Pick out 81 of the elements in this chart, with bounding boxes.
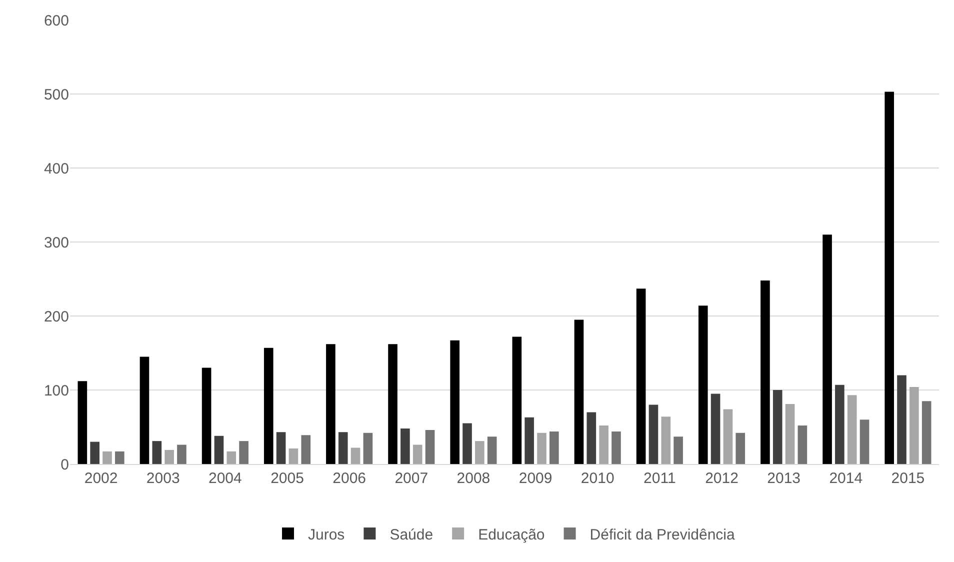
bar: [338, 432, 348, 464]
y-tick-label: 300: [44, 234, 69, 252]
bar: [177, 444, 186, 464]
x-tick-label: 2012: [705, 470, 738, 487]
bar: [475, 441, 484, 464]
bar: [214, 436, 224, 464]
x-tick-label: 2002: [84, 470, 118, 487]
bar: [822, 234, 832, 464]
x-tick-label: 2008: [456, 470, 490, 487]
y-tick-label: 500: [44, 86, 69, 104]
legend-label: Educação: [478, 526, 545, 544]
bar: [512, 336, 522, 464]
bar: [612, 431, 621, 464]
bar: [264, 348, 274, 464]
bar: [550, 431, 559, 464]
bar: [586, 412, 596, 464]
bar: [835, 384, 844, 464]
bar: [425, 430, 435, 464]
legend-label: Déficit da Previdência: [590, 526, 736, 544]
bar: [723, 409, 733, 464]
bar: [276, 432, 286, 464]
bar: [847, 395, 857, 464]
bar: [897, 375, 906, 464]
bar: [326, 344, 336, 464]
bar: [350, 448, 360, 464]
bar: [661, 416, 671, 464]
bar: [674, 436, 683, 464]
bar: [698, 306, 708, 464]
bar: [462, 423, 472, 464]
x-tick-label: 2006: [332, 470, 366, 487]
bar: [648, 404, 658, 464]
bar: [537, 432, 546, 464]
bar: [152, 441, 162, 464]
bar: [574, 320, 584, 464]
bar: [400, 428, 410, 464]
x-tick-label: 2009: [518, 470, 552, 487]
y-tick-label: 600: [44, 12, 69, 30]
bar: [140, 356, 150, 464]
bar: [202, 368, 212, 464]
y-tick-label: 400: [44, 160, 69, 178]
bar: [798, 426, 808, 464]
bar: [760, 280, 770, 464]
bar: [710, 394, 720, 464]
y-tick-label: 100: [44, 382, 69, 400]
bar: [860, 420, 870, 464]
bar: [78, 381, 88, 464]
bar: [910, 387, 919, 464]
x-tick-label: 2011: [644, 470, 676, 487]
legend-label: Juros: [308, 526, 345, 544]
x-tick-label: 2015: [891, 470, 925, 487]
bar: [102, 451, 112, 464]
bar: [922, 401, 932, 464]
x-tick-label: 2003: [146, 470, 180, 487]
bar: [450, 340, 460, 464]
legend-label: Saúde: [390, 526, 434, 544]
bar: [363, 432, 373, 464]
bar: [599, 426, 608, 464]
y-tick-label: 200: [44, 308, 69, 326]
bar: [487, 436, 497, 464]
x-tick-label: 2010: [580, 470, 614, 487]
x-tick-label: 2005: [270, 470, 304, 487]
bar: [785, 404, 795, 464]
bar: [90, 442, 100, 464]
bar: [226, 451, 236, 464]
bar: [288, 448, 298, 464]
bar: [636, 288, 646, 464]
bar: [772, 390, 782, 464]
x-tick-label: 2004: [208, 470, 242, 487]
bar: [164, 450, 174, 464]
bar: [524, 417, 534, 464]
x-tick-label: 2007: [394, 470, 428, 487]
bar: [388, 344, 398, 464]
bar: [239, 441, 248, 464]
x-tick-label: 2014: [829, 470, 863, 487]
bar: [301, 435, 311, 464]
x-tick-label: 2013: [767, 470, 801, 487]
bar: [115, 451, 124, 464]
bar: [412, 444, 422, 464]
bar: [736, 432, 746, 464]
bar: [884, 92, 894, 464]
y-tick-label: 0: [60, 456, 69, 474]
